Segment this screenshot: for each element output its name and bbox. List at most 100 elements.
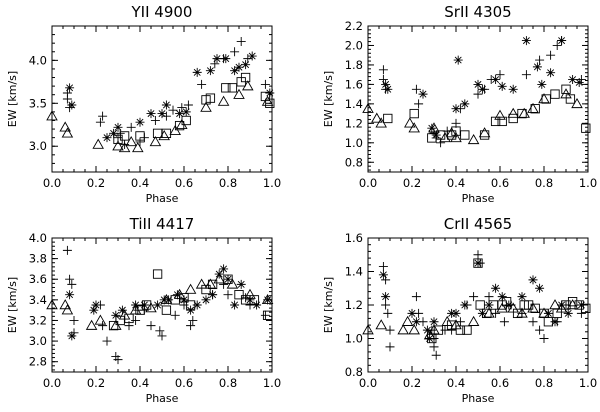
data-point-square xyxy=(435,130,446,140)
y-tick-label: 3.6 xyxy=(29,272,47,286)
data-point-star xyxy=(179,295,189,305)
data-point-square xyxy=(409,108,419,119)
data-point-square xyxy=(581,123,591,133)
data-point-plus xyxy=(528,317,538,327)
data-point-plus xyxy=(157,331,167,341)
data-point-star xyxy=(537,79,547,89)
y-tick-label: 1.6 xyxy=(345,77,363,91)
data-point-star xyxy=(497,292,507,302)
y-tick-label: 3.5 xyxy=(29,96,47,110)
x-tick-label: 0.6 xyxy=(491,376,509,390)
data-point-triangle xyxy=(467,315,480,326)
data-point-plus xyxy=(62,245,72,255)
data-point-plus xyxy=(260,310,270,320)
data-point-plus xyxy=(535,325,545,335)
data-point-triangle xyxy=(59,121,71,132)
data-point-square xyxy=(581,303,591,313)
plot-frame xyxy=(367,25,589,173)
data-point-square xyxy=(152,269,163,279)
data-point-plus xyxy=(378,261,388,271)
data-point-star xyxy=(172,290,182,300)
data-point-triangle xyxy=(61,127,74,138)
data-point-square xyxy=(108,320,119,331)
data-point-triangle xyxy=(217,95,230,106)
data-point-triangle xyxy=(362,102,374,113)
data-point-plus xyxy=(243,54,253,64)
data-point-square xyxy=(473,258,483,268)
data-point-star xyxy=(429,317,439,327)
data-point-star xyxy=(161,100,171,110)
data-point-triangle xyxy=(566,299,579,310)
x-tick-label: 0.6 xyxy=(175,376,193,390)
data-point-triangle xyxy=(233,88,245,99)
data-point-plus xyxy=(223,290,233,300)
data-point-plus xyxy=(385,325,395,335)
data-point-triangle xyxy=(404,117,416,128)
y-tick-label: 2.0 xyxy=(345,38,363,52)
data-point-square xyxy=(550,89,560,99)
data-point-star xyxy=(451,104,461,114)
data-point-plus xyxy=(385,342,395,352)
data-point-square xyxy=(574,300,584,310)
data-point-square xyxy=(567,297,578,307)
data-point-square xyxy=(221,83,231,93)
chart-title: CrII 4565 xyxy=(444,215,512,233)
data-point-triangle xyxy=(408,122,420,133)
data-point-plus xyxy=(197,79,207,89)
chart-title: SrII 4305 xyxy=(444,3,511,21)
data-point-plus xyxy=(161,111,171,121)
data-point-plus xyxy=(491,308,501,318)
data-point-star xyxy=(508,84,518,94)
x-axis-label: Phase xyxy=(462,392,495,405)
data-point-plus xyxy=(131,315,141,325)
data-point-star xyxy=(146,109,156,119)
data-point-star xyxy=(497,81,507,91)
data-point-plus xyxy=(473,250,483,260)
data-point-plus xyxy=(473,89,483,99)
data-point-plus xyxy=(186,321,196,331)
data-point-square xyxy=(383,113,393,124)
data-point-plus xyxy=(484,292,494,302)
data-point-plus xyxy=(168,105,178,115)
data-point-square xyxy=(561,84,571,94)
x-tick-label: 0.6 xyxy=(491,176,509,190)
data-point-star xyxy=(568,75,578,85)
data-point-square xyxy=(446,320,457,330)
data-point-plus xyxy=(230,47,240,57)
data-point-triangle xyxy=(132,142,144,153)
x-tick-label: 0.0 xyxy=(43,176,61,190)
data-point-square xyxy=(482,308,492,319)
data-point-triangle xyxy=(94,314,107,325)
data-point-star xyxy=(219,264,229,274)
data-point-star xyxy=(473,258,483,268)
data-point-square xyxy=(475,300,485,310)
data-point-triangle xyxy=(527,102,539,113)
data-point-triangle xyxy=(538,93,550,104)
data-point-star xyxy=(460,99,470,109)
y-tick-label: 2.8 xyxy=(29,355,47,369)
data-point-square xyxy=(161,305,172,315)
data-point-star xyxy=(427,123,437,133)
y-tick-label: 2.2 xyxy=(345,19,363,33)
data-point-square xyxy=(490,116,501,127)
y-axis-label: EW [km/s] xyxy=(6,71,19,127)
data-point-star xyxy=(236,279,246,289)
data-point-star xyxy=(451,308,461,318)
data-point-star xyxy=(201,295,211,305)
data-point-plus xyxy=(236,36,246,46)
data-point-star xyxy=(186,305,196,315)
data-point-star xyxy=(381,79,391,89)
y-tick-label: 1.6 xyxy=(345,231,363,245)
data-point-triangle xyxy=(375,319,387,330)
data-point-star xyxy=(67,100,77,110)
data-point-plus xyxy=(135,137,145,147)
y-tick-label: 4.0 xyxy=(29,53,47,67)
data-point-triangle xyxy=(85,319,98,330)
data-point-plus xyxy=(378,65,388,75)
x-axis-label: Phase xyxy=(462,192,495,205)
x-tick-label: 0.2 xyxy=(87,376,105,390)
data-point-triangle xyxy=(125,136,137,147)
data-point-plus xyxy=(102,336,112,346)
y-tick-label: 1.0 xyxy=(345,136,363,150)
data-point-plus xyxy=(98,321,108,331)
